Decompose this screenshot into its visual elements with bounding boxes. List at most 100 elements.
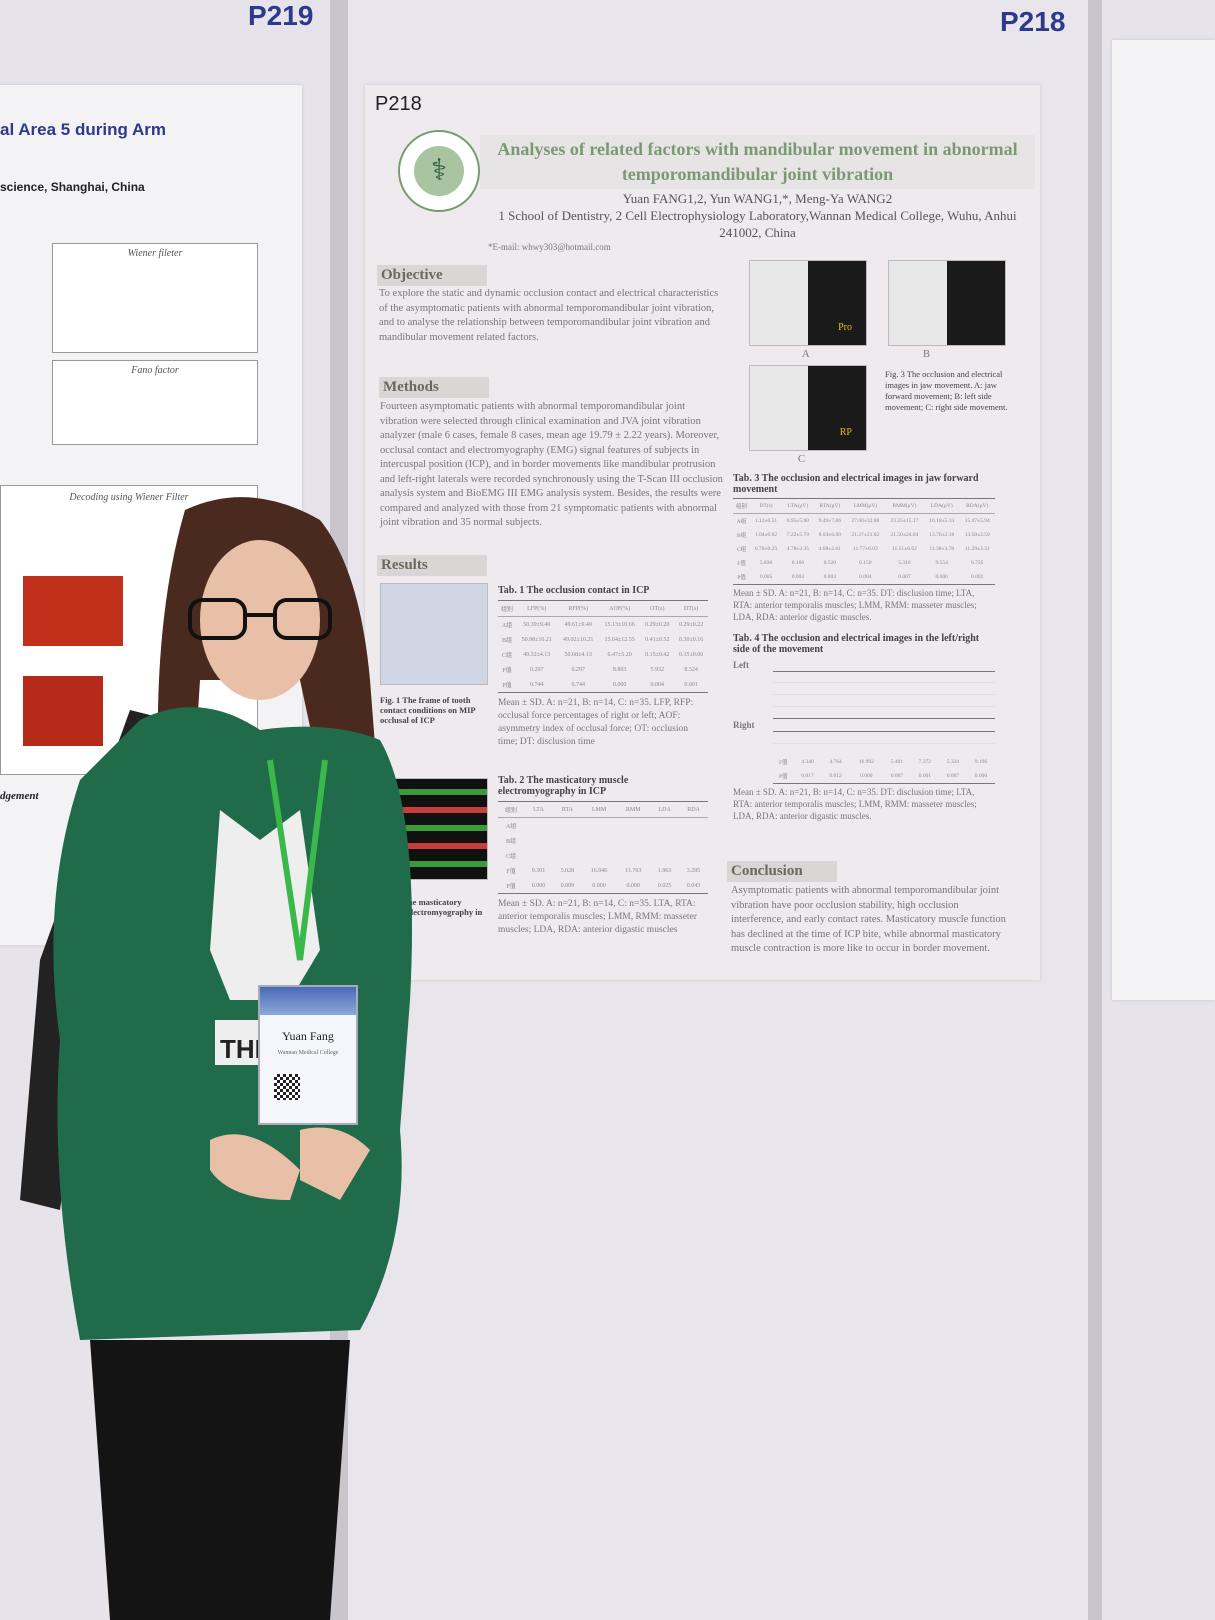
- table-cell: 0.000: [612, 681, 627, 688]
- table-cell: 15.13±10.66: [604, 621, 635, 628]
- tab3: Tab. 3 The occlusion and electrical imag…: [733, 473, 995, 623]
- table-cell: 0.043: [686, 882, 701, 889]
- table-cell: 1.04±0.82: [754, 532, 778, 538]
- table-cell: 0.15±0.42: [645, 651, 670, 658]
- table-cell: 0.003: [823, 574, 836, 580]
- table-cell: 0.000: [592, 882, 606, 889]
- table-cell: 0.007: [890, 773, 904, 779]
- table-cell: 16.992: [858, 759, 874, 765]
- tab2: Tab. 2 The masticatory muscle electromyo…: [498, 775, 708, 937]
- objective-text: To explore the static and dynamic occlus…: [379, 288, 719, 343]
- college-logo: ⚕: [398, 130, 480, 212]
- table-cell: [616, 818, 650, 834]
- table-cell: 9.301: [531, 867, 546, 874]
- table-cell: 0.41±0.52: [645, 636, 670, 643]
- table-cell: 49.02±10.21: [563, 636, 594, 643]
- poster-affiliation: 1 School of Dentistry, 2 Cell Electrophy…: [498, 208, 1017, 240]
- table-cell: 5.836: [759, 560, 773, 566]
- black-pants: [90, 1340, 350, 1620]
- table-cell: 21.50±24.04: [890, 532, 919, 538]
- table-cell: [524, 848, 553, 863]
- table-cell: 5.316: [898, 560, 911, 566]
- table-cell: 15.47±5.94: [964, 518, 990, 524]
- table-cell: P值: [506, 884, 516, 890]
- table-row: F值 5.836 6.166 6.520 6.150 5.316 9.554 6.735: [733, 556, 995, 570]
- badge-qr-code: [274, 1074, 300, 1100]
- table-row: A组 50.39±9.40 49.61±9.40 15.13±10.66 0.29±0.…: [498, 617, 708, 633]
- staff-of-asclepius-icon: ⚕: [414, 146, 464, 196]
- table-header: 组别: [505, 808, 518, 814]
- table-header: AOF(%): [609, 605, 631, 612]
- booth-label-left: P219: [248, 0, 314, 31]
- poster-header: Analyses of related factors with mandibu…: [480, 135, 1035, 253]
- table-cell: 11.29±3.31: [964, 546, 990, 552]
- left-box: Fano factor: [52, 360, 258, 445]
- table-cell: 6.735: [971, 560, 984, 566]
- table-cell: C组: [501, 653, 512, 659]
- table-cell: [616, 833, 650, 848]
- fig1-caption: Fig. 1 The frame of tooth contact condit…: [380, 695, 476, 725]
- table-cell: [553, 818, 582, 834]
- tab4-left-label: Left: [733, 660, 749, 670]
- booth-label-right: P218: [1000, 6, 1066, 37]
- left-poster-title: al Area 5 during Arm: [0, 120, 166, 139]
- tab1-table: 组别 LFP(%) RFP(%) AOF(%) OT(s) DT(s) A组 50.39±9.…: [498, 600, 708, 693]
- table-cell: P值: [737, 575, 746, 581]
- table-cell: A组: [501, 623, 513, 629]
- table-cell: [650, 833, 679, 848]
- tab1: Tab. 1 The occlusion contact in ICP 组别 LF…: [498, 585, 708, 749]
- table-cell: [582, 833, 616, 848]
- results-heading: Results: [377, 555, 487, 576]
- table-cell: 7.22±5.79: [786, 532, 810, 538]
- tab4-table: F值 4.340 4.764 16.992 5.401 7.372 5.334 9.196 P值…: [773, 755, 995, 784]
- person-presenter: THE: [20, 497, 412, 1620]
- table-cell: 8.524: [684, 666, 698, 673]
- table-row: B组: [498, 833, 708, 848]
- tab4-right-label: Right: [733, 720, 755, 730]
- table-cell: 49.61±9.40: [564, 621, 592, 628]
- table-cell: 0.005: [759, 574, 773, 580]
- table-cell: 5.028: [560, 867, 575, 874]
- table-row: F值 9.301 5.028 16.946 11.703 1.963 3.295: [498, 863, 708, 878]
- poster-title: Analyses of related factors with mandibu…: [480, 135, 1035, 189]
- table-cell: 50.39±9.40: [523, 621, 551, 628]
- table-cell: 3.295: [686, 867, 701, 874]
- table-cell: 0.000: [974, 773, 988, 779]
- table-header: RMM: [625, 806, 641, 813]
- table-cell: 49.32±4.13: [523, 651, 551, 658]
- table-cell: 0.004: [859, 574, 872, 580]
- table-cell: F值: [779, 760, 788, 766]
- table-cell: 0.007: [946, 773, 960, 779]
- table-cell: [616, 848, 650, 863]
- table-cell: 0.001: [684, 681, 698, 688]
- conclusion-text: Asymptomatic patients with abnormal temp…: [731, 885, 1006, 954]
- table-cell: 9.554: [935, 560, 948, 566]
- table-row: F值 4.340 4.764 16.992 5.401 7.372 5.334 9.196: [773, 755, 995, 769]
- table-header: 组别: [736, 504, 748, 510]
- table-cell: 0.000: [935, 574, 948, 580]
- fig3-label: B: [923, 349, 931, 360]
- table-header: OT(s): [650, 605, 665, 612]
- table-cell: 0.009: [560, 882, 575, 889]
- fig3-label: C: [798, 454, 806, 465]
- table-cell: [650, 848, 679, 863]
- table-cell: 50.68±4.13: [564, 651, 592, 658]
- table-cell: [524, 833, 553, 848]
- table-cell: 0.29±0.22: [678, 621, 704, 628]
- poster-id: P218: [375, 93, 422, 115]
- table-cell: 11.38±3.78: [929, 546, 955, 552]
- table-header: RMM(μV): [892, 503, 917, 509]
- glasses: [188, 598, 332, 640]
- table-header: RDA(μV): [966, 503, 989, 509]
- table-cell: [679, 833, 708, 848]
- table-cell: 6.150: [859, 560, 872, 566]
- table-header: LDA: [658, 806, 671, 813]
- board-divider: [1088, 0, 1102, 1620]
- table-cell: B组: [506, 839, 517, 845]
- badge-name: Yuan Fang: [282, 1029, 334, 1043]
- table-cell: 0.001: [918, 773, 932, 779]
- table-cell: P值: [779, 774, 788, 780]
- left-poster-affiliation: science, Shanghai, China: [0, 180, 145, 194]
- tab3-table: 组别 DT(s) LTA(μV) RTA(μV) LMM(μV) RMM(μV) LDA(μ…: [733, 498, 995, 585]
- table-row: P值 0.017 0.012 0.000 0.007 0.001 0.007 0.000: [773, 769, 995, 784]
